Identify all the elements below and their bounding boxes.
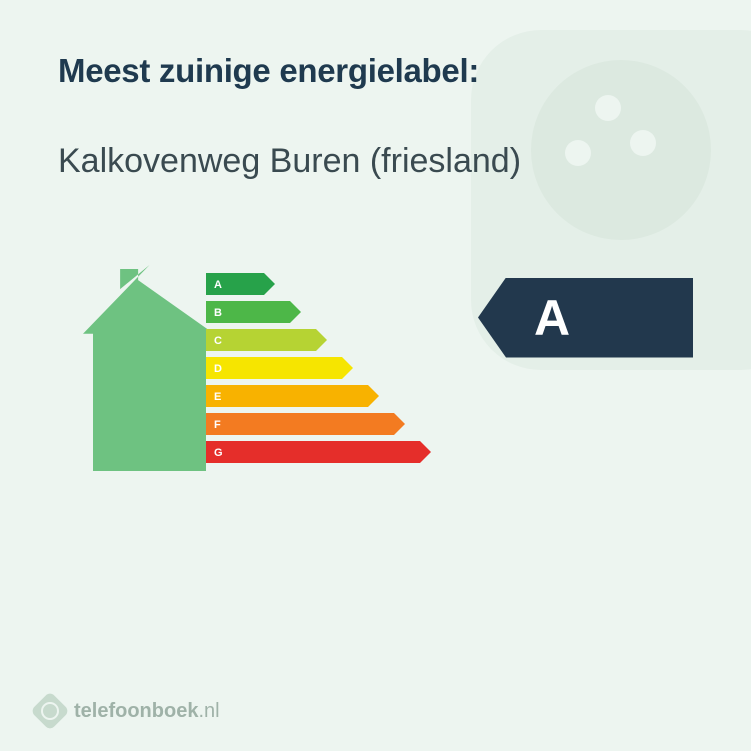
energy-bar-c xyxy=(206,329,327,351)
energy-bar-f xyxy=(206,413,405,435)
energy-bar-label-c: C xyxy=(214,335,222,347)
location-name: Kalkovenweg Buren (friesland) xyxy=(58,140,693,183)
highlighted-grade-letter: A xyxy=(534,289,570,347)
phonebook-icon xyxy=(30,691,70,731)
energy-bar-label-e: E xyxy=(214,391,221,403)
footer-brand-bold: telefoonboek xyxy=(74,700,198,722)
highlighted-grade-badge: A xyxy=(478,278,693,358)
footer-branding: telefoonboek.nl xyxy=(36,697,220,725)
page-title: Meest zuinige energielabel: xyxy=(58,52,693,90)
energy-label-svg: A B C D E F G xyxy=(78,243,533,503)
energy-bar-e xyxy=(206,385,379,407)
energy-bar-g xyxy=(206,441,431,463)
energy-bar-d xyxy=(206,357,353,379)
house-icon xyxy=(83,265,214,471)
footer-brand-text: telefoonboek.nl xyxy=(74,700,220,723)
footer-brand-suffix: .nl xyxy=(198,700,219,722)
energy-bar-label-f: F xyxy=(214,419,221,431)
energy-bar-label-d: D xyxy=(214,363,222,375)
energy-bar-label-a: A xyxy=(214,279,222,291)
energy-bar-label-g: G xyxy=(214,447,223,459)
energy-bar-label-b: B xyxy=(214,307,222,319)
energy-label-chart: A B C D E F G A xyxy=(58,243,693,503)
